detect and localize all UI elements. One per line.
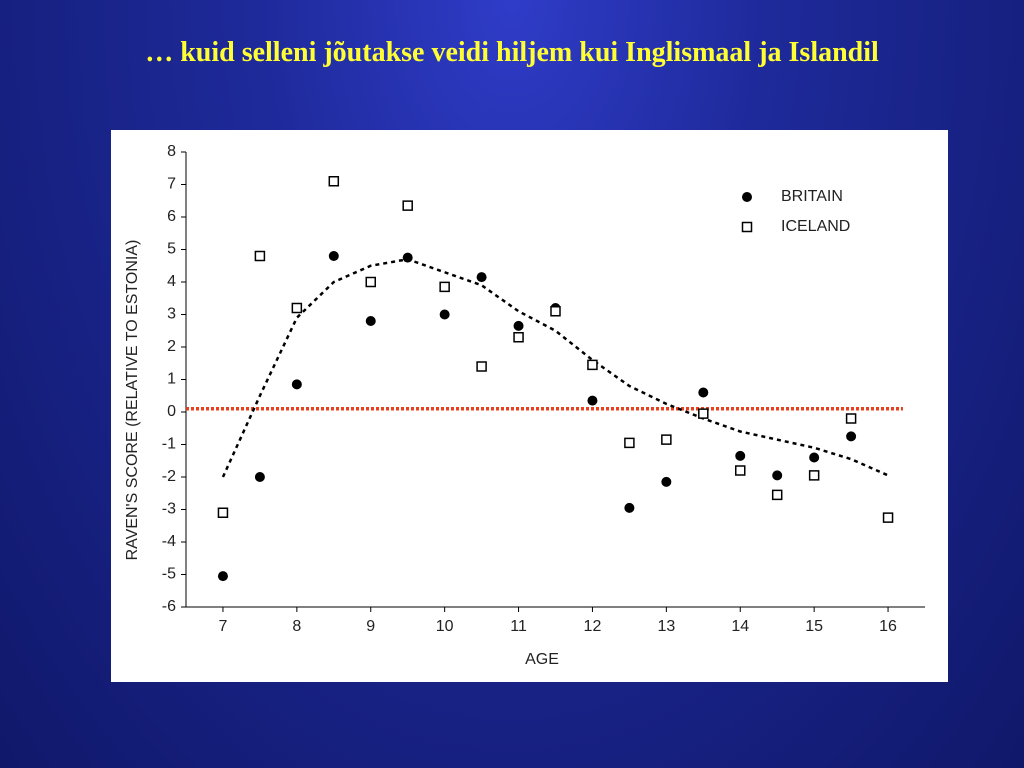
point bbox=[772, 470, 783, 481]
point bbox=[882, 512, 894, 523]
x-tick-label: 7 bbox=[218, 618, 227, 635]
y-tick-label: 5 bbox=[167, 241, 176, 258]
legend-label: BRITAIN bbox=[781, 188, 843, 205]
x-tick-label: 15 bbox=[805, 618, 823, 635]
point bbox=[291, 302, 303, 314]
trend-line bbox=[221, 257, 889, 478]
legend-marker bbox=[741, 221, 753, 233]
point bbox=[513, 332, 524, 343]
point bbox=[217, 571, 228, 582]
point bbox=[587, 395, 598, 406]
legend-marker bbox=[742, 192, 752, 202]
x-tick-label: 16 bbox=[879, 618, 897, 635]
x-tick-label: 10 bbox=[436, 618, 454, 635]
x-tick-label: 13 bbox=[657, 618, 675, 635]
point bbox=[328, 176, 340, 187]
point bbox=[661, 476, 672, 487]
point bbox=[846, 431, 857, 442]
y-tick-label: 1 bbox=[167, 371, 176, 388]
point bbox=[771, 489, 783, 501]
y-tick-label: 7 bbox=[167, 176, 176, 193]
chart-panel bbox=[111, 130, 948, 682]
y-tick-label: -5 bbox=[162, 566, 176, 583]
point bbox=[624, 502, 635, 513]
point bbox=[735, 450, 746, 461]
x-tick-label: 11 bbox=[510, 618, 527, 635]
point bbox=[661, 434, 672, 445]
y-tick-label: -6 bbox=[162, 598, 176, 615]
point bbox=[587, 359, 598, 371]
point bbox=[439, 309, 450, 320]
slide-title: … kuid selleni jõutakse veidi hiljem kui… bbox=[145, 37, 879, 68]
y-tick-label: 8 bbox=[167, 143, 176, 160]
point bbox=[513, 320, 524, 331]
x-tick-label: 9 bbox=[366, 618, 375, 635]
y-tick-label: 2 bbox=[167, 338, 176, 355]
point bbox=[550, 306, 561, 317]
x-tick-label: 12 bbox=[584, 618, 602, 635]
y-tick-label: -3 bbox=[162, 501, 176, 518]
y-tick-label: 3 bbox=[167, 306, 176, 323]
x-tick-label: 14 bbox=[731, 618, 749, 635]
y-tick-label: -4 bbox=[162, 533, 176, 550]
point bbox=[291, 379, 302, 390]
point bbox=[698, 387, 709, 398]
point bbox=[808, 470, 820, 481]
point bbox=[254, 472, 265, 482]
x-axis-label: AGE bbox=[525, 651, 559, 668]
y-tick-label: 6 bbox=[167, 208, 176, 225]
y-tick-label: 0 bbox=[167, 403, 176, 420]
point bbox=[217, 507, 229, 518]
legend-label: ICELAND bbox=[781, 218, 850, 235]
point bbox=[476, 272, 487, 283]
point bbox=[735, 465, 746, 476]
y-tick-label: 4 bbox=[167, 273, 176, 290]
point bbox=[402, 252, 413, 263]
point bbox=[365, 276, 376, 288]
y-axis-label: RAVEN'S SCORE (RELATIVE TO ESTONIA) bbox=[124, 240, 141, 561]
point bbox=[402, 200, 413, 211]
point bbox=[254, 250, 266, 262]
y-tick-label: -1 bbox=[162, 436, 176, 453]
point bbox=[845, 413, 857, 424]
point bbox=[365, 316, 376, 326]
point bbox=[698, 408, 709, 419]
point bbox=[328, 251, 339, 261]
point bbox=[476, 361, 487, 372]
point bbox=[809, 452, 820, 463]
point bbox=[439, 281, 450, 293]
point bbox=[624, 437, 635, 449]
y-tick-label: -2 bbox=[162, 468, 176, 485]
x-tick-label: 8 bbox=[292, 618, 301, 635]
